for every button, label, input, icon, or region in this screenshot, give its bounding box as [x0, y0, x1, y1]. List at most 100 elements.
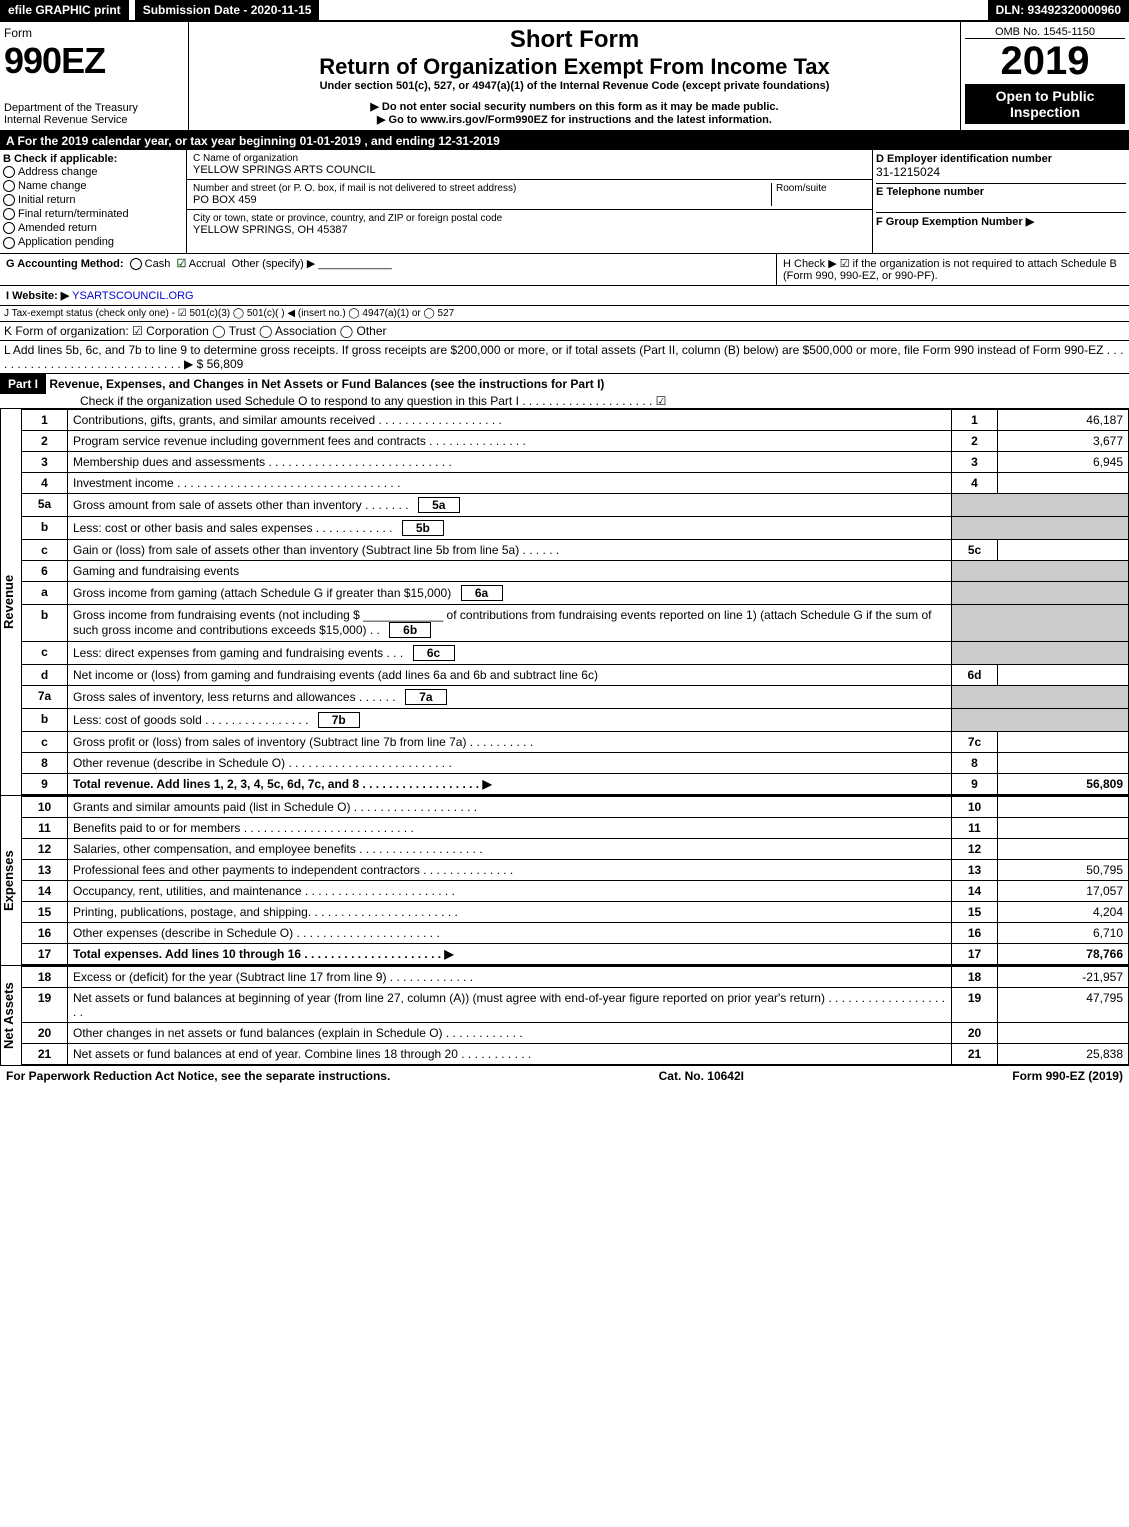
- group-exemption-label: F Group Exemption Number ▶: [876, 212, 1126, 228]
- amount-ref: 11: [952, 817, 998, 838]
- ein-label: D Employer identification number: [876, 153, 1126, 165]
- table-row: 4Investment income . . . . . . . . . . .…: [22, 472, 1129, 493]
- amount-value: [998, 731, 1129, 752]
- website-link[interactable]: YSARTSCOUNCIL.ORG: [72, 290, 193, 302]
- amount-value: 56,809: [998, 773, 1129, 794]
- expenses-table: 10Grants and similar amounts paid (list …: [21, 796, 1129, 965]
- goto-link[interactable]: ▶ Go to www.irs.gov/Form990EZ for instru…: [197, 113, 952, 126]
- opt-amended-return: Amended return: [18, 222, 97, 234]
- checkbox-final-return[interactable]: [3, 208, 15, 220]
- checkbox-accrual-checked[interactable]: ☑: [176, 258, 186, 270]
- checkbox-name-change[interactable]: [3, 180, 15, 192]
- name-label: C Name of organization: [193, 153, 866, 164]
- inspection-box: Open to Public Inspection: [965, 84, 1125, 124]
- amount-ref: 19: [952, 987, 998, 1022]
- box-h: H Check ▶ ☑ if the organization is not r…: [776, 254, 1129, 285]
- table-row: 2Program service revenue including gover…: [22, 430, 1129, 451]
- table-row: 17Total expenses. Add lines 10 through 1…: [22, 943, 1129, 964]
- table-row: 5aGross amount from sale of assets other…: [22, 493, 1129, 516]
- opt-other-method: Other (specify) ▶: [232, 258, 316, 270]
- efile-label[interactable]: efile GRAPHIC print: [0, 0, 129, 20]
- line-description: Gross income from fundraising events (no…: [68, 604, 952, 641]
- amount-value: 78,766: [998, 943, 1129, 964]
- line-description: Less: direct expenses from gaming and fu…: [68, 641, 952, 664]
- line-description: Benefits paid to or for members . . . . …: [68, 817, 952, 838]
- row-k: K Form of organization: ☑ Corporation ◯ …: [0, 322, 1129, 341]
- line-number: 17: [22, 943, 68, 964]
- table-row: dNet income or (loss) from gaming and fu…: [22, 664, 1129, 685]
- amount-value: [998, 1022, 1129, 1043]
- line-number: b: [22, 708, 68, 731]
- table-row: aGross income from gaming (attach Schedu…: [22, 581, 1129, 604]
- amount-ref: 4: [952, 472, 998, 493]
- ssn-warning: ▶ Do not enter social security numbers o…: [197, 100, 952, 113]
- tax-year-large: 2019: [965, 39, 1125, 84]
- grey-cell: [952, 581, 1129, 604]
- row-j: J Tax-exempt status (check only one) - ☑…: [0, 306, 1129, 322]
- amount-ref: 21: [952, 1043, 998, 1064]
- grey-cell: [952, 493, 1129, 516]
- box-d: D Employer identification number 31-1215…: [873, 150, 1129, 253]
- line-number: 6: [22, 560, 68, 581]
- checkbox-application-pending[interactable]: [3, 237, 15, 249]
- ein-value: 31-1215024: [876, 165, 1126, 179]
- amount-value: 17,057: [998, 880, 1129, 901]
- part-i-check: Check if the organization used Schedule …: [0, 394, 1129, 408]
- accounting-method-label: G Accounting Method:: [6, 258, 124, 270]
- line-description: Net assets or fund balances at end of ye…: [68, 1043, 952, 1064]
- table-row: 10Grants and similar amounts paid (list …: [22, 796, 1129, 817]
- amount-value: 6,945: [998, 451, 1129, 472]
- line-number: a: [22, 581, 68, 604]
- line-description: Professional fees and other payments to …: [68, 859, 952, 880]
- opt-address-change: Address change: [18, 166, 98, 178]
- line-description: Gross sales of inventory, less returns a…: [68, 685, 952, 708]
- org-name: YELLOW SPRINGS ARTS COUNCIL: [193, 164, 866, 176]
- grey-cell: [952, 708, 1129, 731]
- org-city: YELLOW SPRINGS, OH 45387: [193, 224, 866, 236]
- table-row: 15Printing, publications, postage, and s…: [22, 901, 1129, 922]
- line-description: Total expenses. Add lines 10 through 16 …: [68, 943, 952, 964]
- amount-ref: 2: [952, 430, 998, 451]
- footer: For Paperwork Reduction Act Notice, see …: [0, 1066, 1129, 1086]
- amount-ref: 1: [952, 409, 998, 430]
- amount-value: 46,187: [998, 409, 1129, 430]
- line-description: Occupancy, rent, utilities, and maintena…: [68, 880, 952, 901]
- table-row: cGain or (loss) from sale of assets othe…: [22, 539, 1129, 560]
- box-b-label: B Check if applicable:: [3, 153, 183, 165]
- table-row: 18Excess or (deficit) for the year (Subt…: [22, 966, 1129, 987]
- line-description: Printing, publications, postage, and shi…: [68, 901, 952, 922]
- table-row: 21Net assets or fund balances at end of …: [22, 1043, 1129, 1064]
- amount-ref: 13: [952, 859, 998, 880]
- checkbox-initial-return[interactable]: [3, 194, 15, 206]
- amount-ref: 12: [952, 838, 998, 859]
- net-assets-section: Net Assets 18Excess or (deficit) for the…: [0, 966, 1129, 1066]
- subtitle: Under section 501(c), 527, or 4947(a)(1)…: [197, 80, 952, 92]
- line-number: 14: [22, 880, 68, 901]
- line-description: Contributions, gifts, grants, and simila…: [68, 409, 952, 430]
- submission-date: Submission Date - 2020-11-15: [135, 0, 320, 20]
- footer-form-ref: Form 990-EZ (2019): [1012, 1069, 1123, 1083]
- opt-accrual: Accrual: [189, 258, 226, 270]
- amount-value: [998, 664, 1129, 685]
- table-row: bLess: cost of goods sold . . . . . . . …: [22, 708, 1129, 731]
- amount-ref: 16: [952, 922, 998, 943]
- amount-value: 6,710: [998, 922, 1129, 943]
- line-description: Other expenses (describe in Schedule O) …: [68, 922, 952, 943]
- grey-cell: [952, 604, 1129, 641]
- checkbox-cash[interactable]: [130, 258, 142, 270]
- amount-ref: 6d: [952, 664, 998, 685]
- tax-year-row: A For the 2019 calendar year, or tax yea…: [0, 132, 1129, 150]
- revenue-table: 1Contributions, gifts, grants, and simil…: [21, 409, 1129, 795]
- box-b: B Check if applicable: Address change Na…: [0, 150, 187, 253]
- checkbox-address-change[interactable]: [3, 166, 15, 178]
- row-l-amount: $ 56,809: [197, 357, 244, 371]
- checkbox-amended-return[interactable]: [3, 222, 15, 234]
- table-row: cLess: direct expenses from gaming and f…: [22, 641, 1129, 664]
- row-i: I Website: ▶ YSARTSCOUNCIL.ORG: [0, 286, 1129, 306]
- line-description: Total revenue. Add lines 1, 2, 3, 4, 5c,…: [68, 773, 952, 794]
- amount-ref: 15: [952, 901, 998, 922]
- line-number: 18: [22, 966, 68, 987]
- line-number: 11: [22, 817, 68, 838]
- opt-name-change: Name change: [18, 180, 87, 192]
- line-description: Salaries, other compensation, and employ…: [68, 838, 952, 859]
